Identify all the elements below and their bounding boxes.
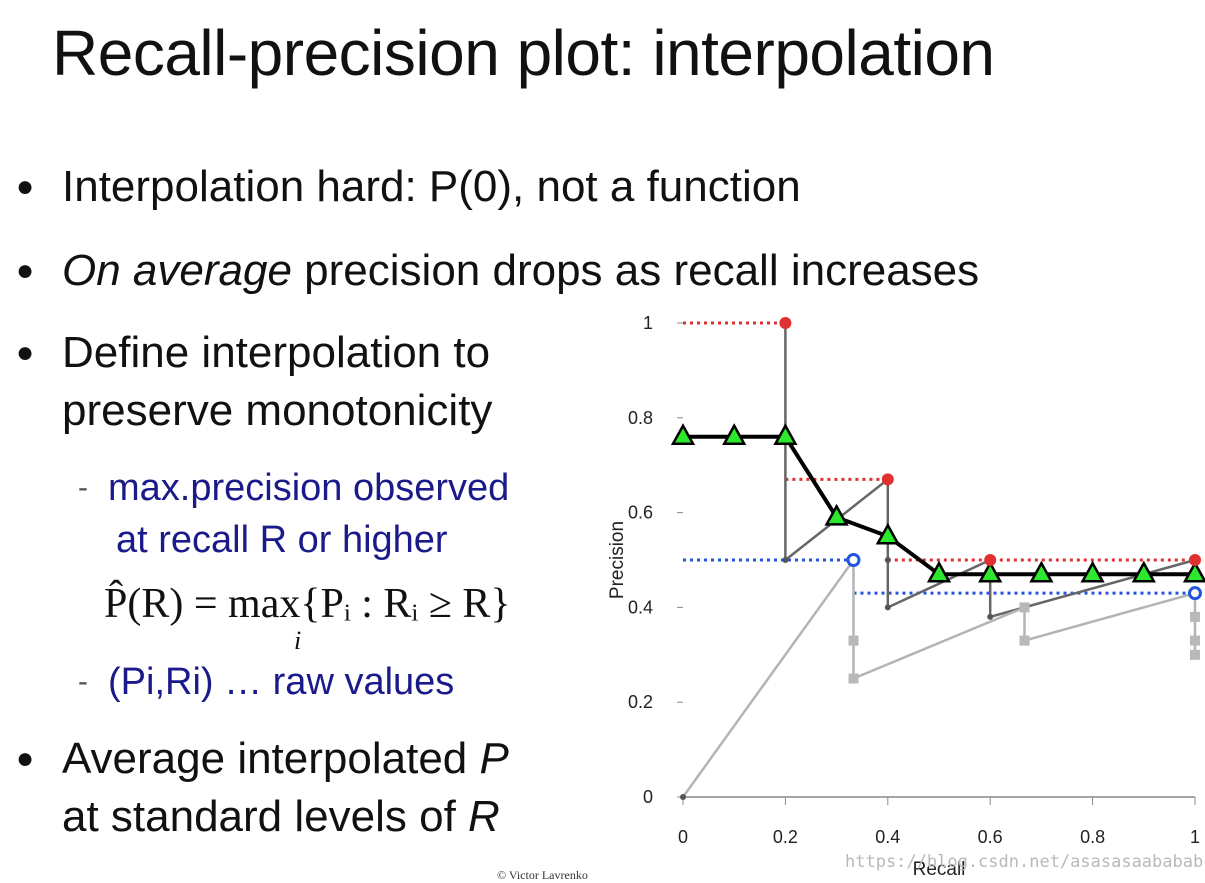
- raw-point-square: [848, 635, 859, 646]
- x-axis-label: Recall: [913, 859, 966, 880]
- bullet-5-italic: R: [468, 792, 500, 841]
- raw-point-square: [1019, 602, 1030, 613]
- x-tick-label: 0.4: [875, 827, 900, 847]
- chart-marks: [670, 317, 1205, 800]
- interpolated-point: [926, 560, 952, 583]
- raw-series-line: [681, 556, 1197, 798]
- formula-text: P̂(R) = max{Pᵢ : Rᵢ ≥ R}: [104, 581, 511, 627]
- y-tick-label: 0: [643, 787, 653, 807]
- bullet-3: ● Define interpolation to preserve monot…: [16, 324, 493, 440]
- bullet-4: ● Average interpolated P at standard lev…: [16, 730, 509, 846]
- sub-bullet-1: - max.precision observed at recall R or …: [78, 462, 510, 566]
- x-tick-label: 0.6: [978, 827, 1003, 847]
- interpolated-point: [773, 423, 798, 446]
- interpolated-point: [1080, 560, 1105, 583]
- interpolated-point: [670, 423, 696, 446]
- formula-subscript: i: [294, 626, 302, 655]
- x-tick-label: 0: [678, 827, 688, 847]
- y-tick-label: 1: [643, 313, 653, 333]
- bullet-4-line-1: Average interpolated P: [62, 734, 509, 783]
- raw-point-square: [1019, 635, 1030, 646]
- raw-point: [884, 557, 891, 563]
- bullet-dot: ●: [16, 336, 35, 369]
- bullet-1-text: Interpolation hard: P(0), not a function: [62, 162, 801, 211]
- bullet-3-line-2: preserve monotonicity: [62, 386, 493, 435]
- sub-bullet-2: - (Pi,Ri) … raw values: [78, 656, 455, 708]
- bullet-2: ● On average precision drops as recall i…: [16, 242, 980, 300]
- interpolated-point: [824, 503, 849, 526]
- red-point: [779, 317, 792, 329]
- bullet-1: ● Interpolation hard: P(0), not a functi…: [16, 158, 801, 216]
- chart-axes: 0 0.2 0.4 0.6 0.8 1 0 0.2 0.4 0.6 0.8 1: [628, 313, 1200, 847]
- blue-point: [846, 553, 861, 567]
- raw-point: [782, 557, 789, 563]
- blue-point: [1188, 586, 1202, 601]
- interpolated-line: [683, 434, 1195, 577]
- interpolated-point: [875, 522, 900, 545]
- x-tick-label: 0.8: [1080, 827, 1105, 847]
- bullet-4-italic: P: [479, 734, 509, 783]
- interpolated-point: [722, 423, 747, 446]
- interpolated-point: [1029, 560, 1054, 583]
- slide-credit: © Victor Lavrenko: [497, 868, 588, 882]
- raw-point: [987, 613, 994, 620]
- bullet-dot: ●: [16, 170, 35, 203]
- bullet-dot: ●: [16, 254, 35, 287]
- x-tick-label: 0.2: [773, 827, 798, 847]
- sub-bullet-1-line-1: max.precision observed: [108, 467, 510, 509]
- bullet-dot: ●: [16, 742, 35, 775]
- sub-bullet-2-text: (Pi,Ri) … raw values: [108, 661, 455, 703]
- y-axis-label: Precision: [607, 521, 628, 599]
- bullet-3-line-1: Define interpolation to: [62, 328, 491, 377]
- raw-point-square: [1190, 649, 1200, 660]
- interpolated-point: [978, 560, 1003, 583]
- sub-bullet-1-line-2: at recall R or higher: [116, 519, 448, 561]
- chart-series: [681, 321, 1197, 798]
- red-point: [1189, 554, 1201, 566]
- bullet-4-line-2: at standard levels of R: [62, 792, 500, 841]
- raw-point-square: [1190, 635, 1200, 646]
- red-point: [984, 554, 997, 566]
- bullet-2-italic: On average: [62, 246, 292, 295]
- y-tick-label: 0.4: [628, 597, 653, 617]
- interpolated-point: [1131, 560, 1156, 583]
- raw-point: [680, 794, 686, 800]
- red-point: [881, 473, 894, 486]
- raw-point-square: [848, 673, 859, 684]
- slide-title: Recall-precision plot: interpolation: [52, 17, 995, 89]
- sub-dash: -: [78, 665, 88, 698]
- x-tick-label: 1: [1190, 827, 1200, 847]
- sub-dash: -: [78, 471, 88, 504]
- y-tick-label: 0.8: [628, 408, 653, 428]
- raw-point: [884, 604, 891, 611]
- y-tick-label: 0.6: [628, 503, 653, 523]
- interpolation-formula: P̂(R) = max{Pᵢ : Rᵢ ≥ R} i: [104, 580, 511, 655]
- y-tick-label: 0.2: [628, 692, 653, 712]
- interpolated-point: [1182, 560, 1205, 583]
- watermark: https://blog.csdn.net/asasasaababab: [845, 852, 1204, 872]
- bullet-2-text: precision drops as recall increases: [304, 246, 980, 295]
- raw-point-square: [1190, 611, 1200, 622]
